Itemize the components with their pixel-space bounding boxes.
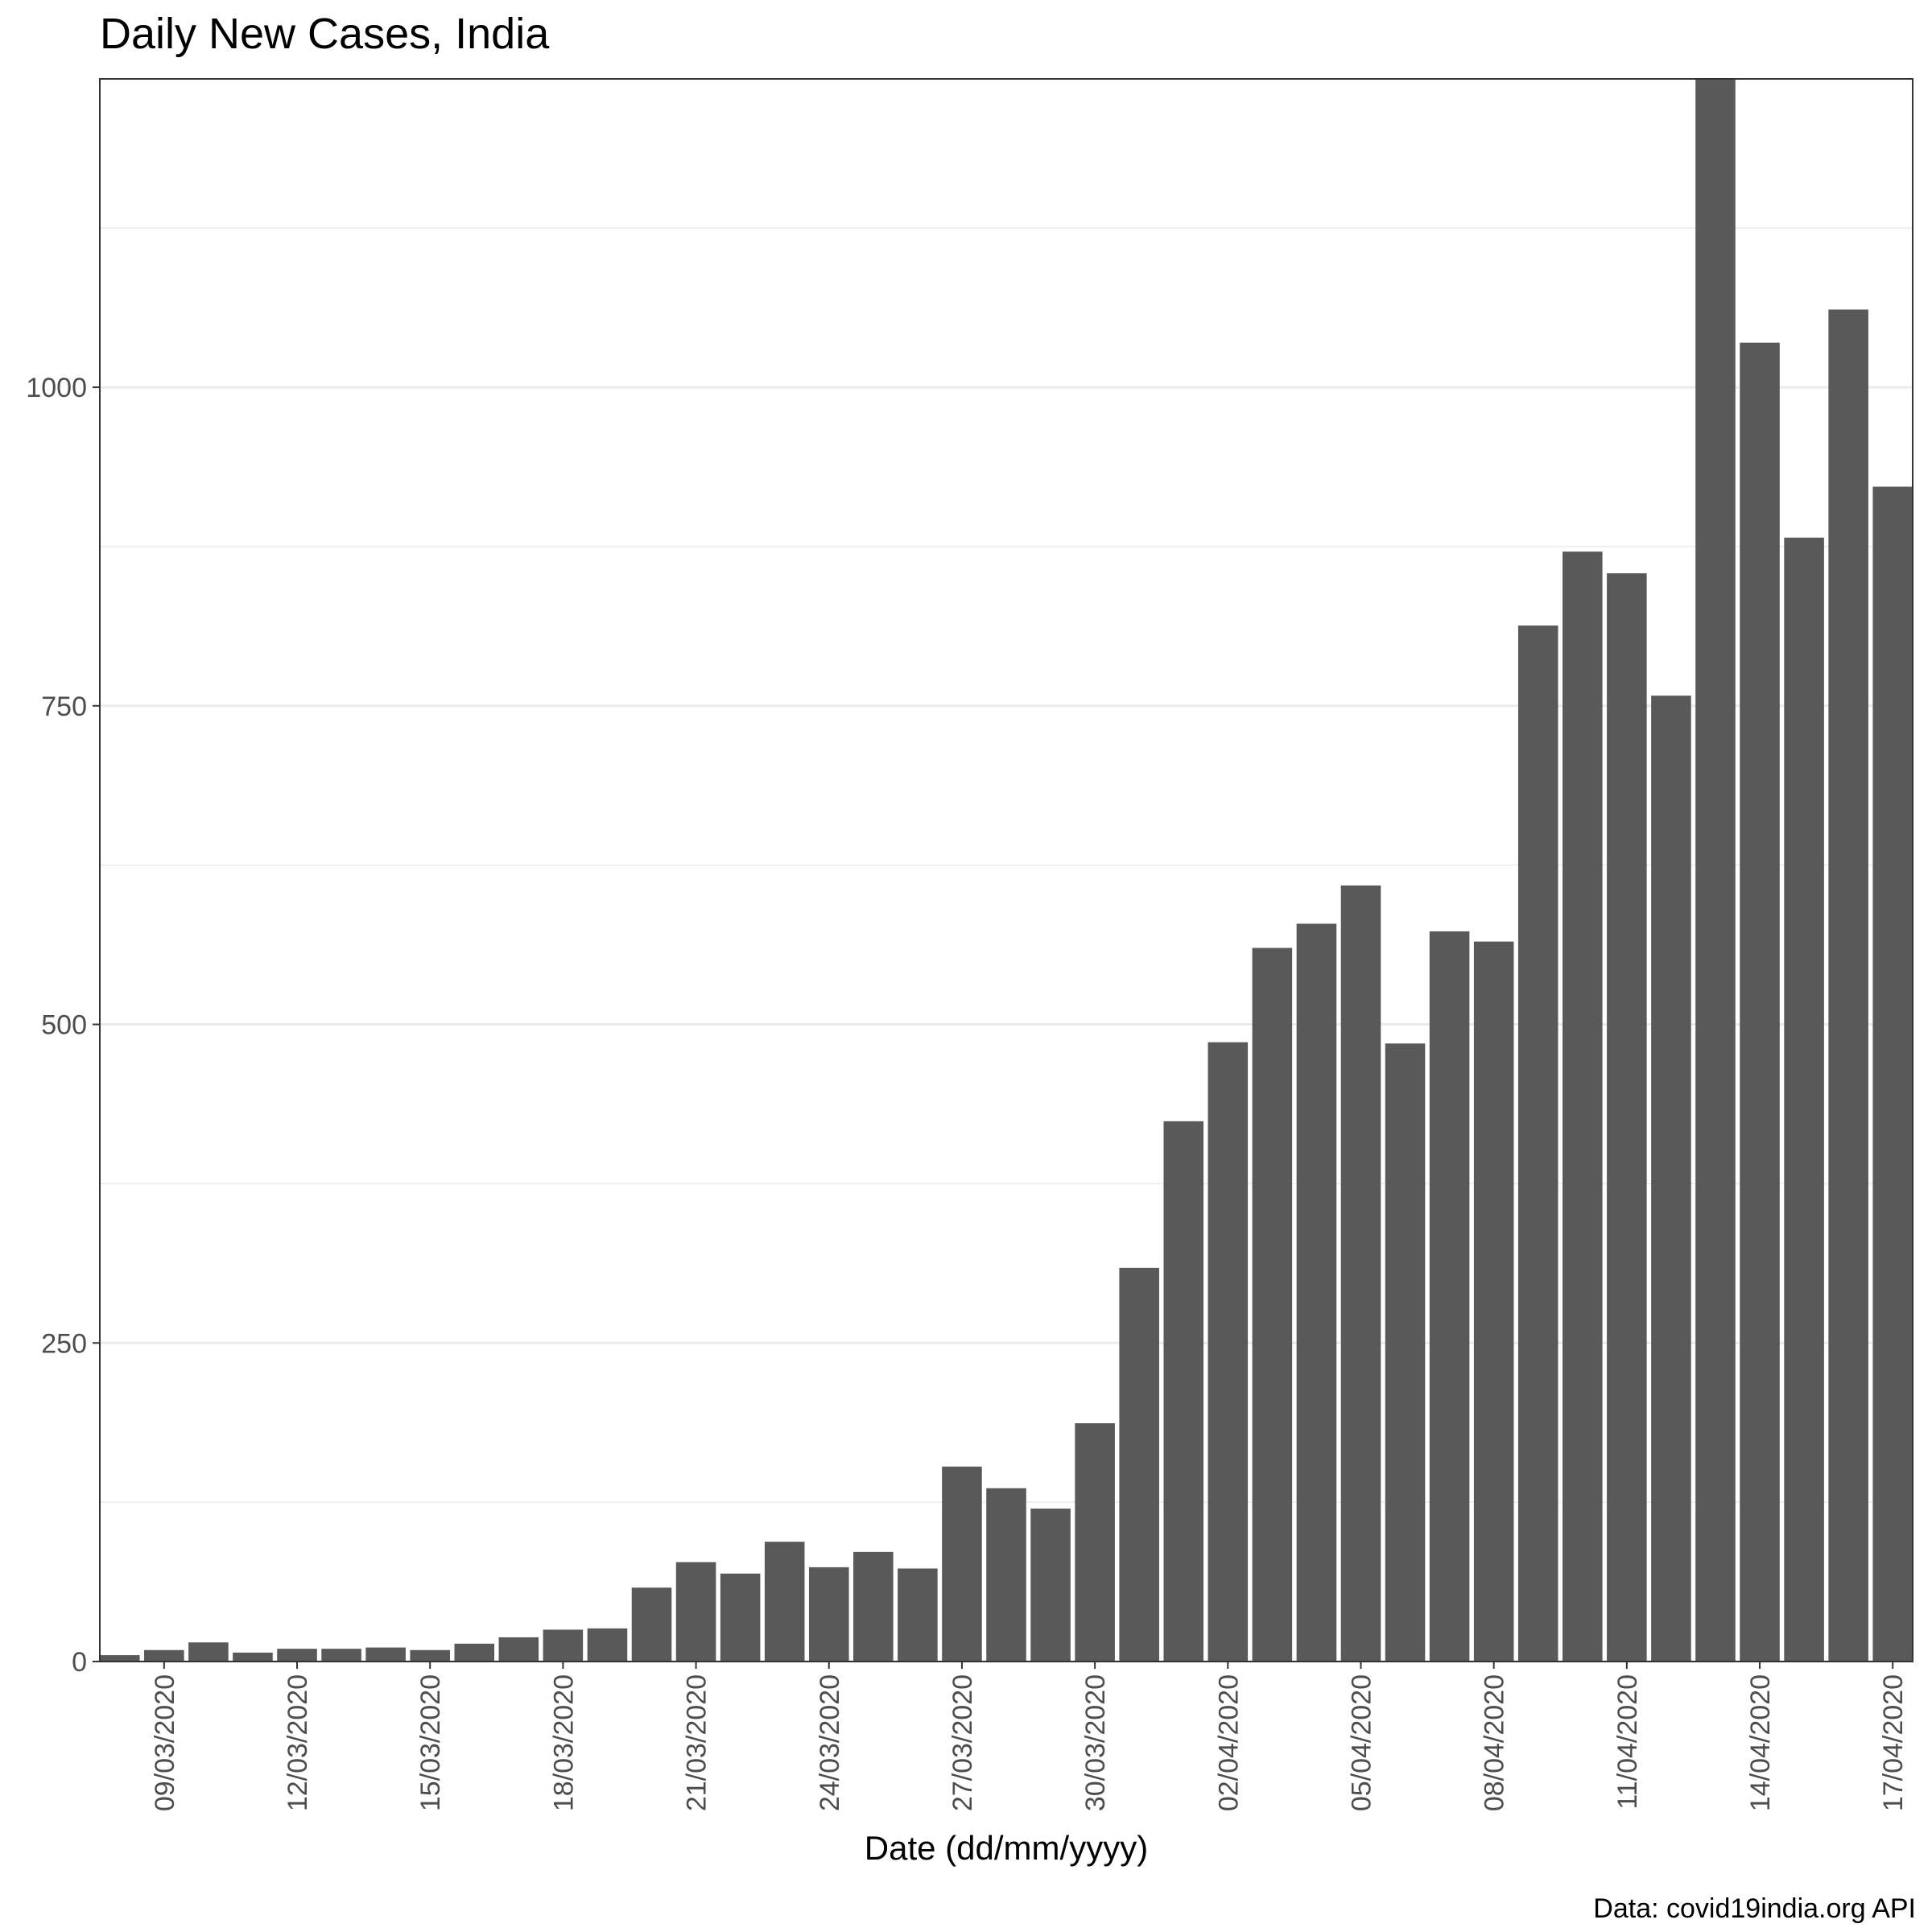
x-tick-label: 18/03/2020 [548,1674,579,1811]
x-axis-title: Date (dd/mm/yyyy) [865,1829,1148,1867]
x-tick-label: 05/04/2020 [1346,1674,1377,1811]
bar [675,1562,716,1662]
bar [1208,1042,1249,1662]
bar [853,1551,894,1662]
bar [1784,537,1824,1662]
bar [188,1642,229,1662]
bar [986,1488,1026,1662]
x-tick-label: 15/03/2020 [415,1674,446,1811]
bar [1828,309,1868,1662]
bar [898,1568,938,1662]
x-tick-label: 27/03/2020 [947,1674,978,1811]
y-tick-label: 500 [41,1010,87,1041]
bar [1429,931,1470,1662]
bar [942,1466,982,1662]
chart-title: Daily New Cases, India [100,10,550,58]
bar [100,1655,140,1662]
bars [100,79,1913,1662]
x-tick-label: 08/04/2020 [1480,1674,1510,1811]
bar [1163,1121,1204,1662]
plot-border [99,78,1913,1662]
y-axis: 0 250 500 750 1000 [26,373,100,1678]
bar [764,1542,805,1662]
y-tick-label: 250 [41,1328,87,1359]
bar [144,1649,184,1662]
bar [321,1649,361,1662]
bar [498,1637,539,1662]
bar [1651,696,1691,1662]
bar [277,1649,317,1662]
bar [1517,625,1558,1662]
x-tick-label: 17/04/2020 [1878,1674,1909,1811]
bar [1030,1509,1071,1662]
bar [808,1567,849,1662]
bar [1473,941,1514,1662]
bar [1607,573,1647,1662]
x-tick-label: 11/04/2020 [1612,1674,1643,1810]
bar [587,1628,628,1662]
bar [1119,1267,1159,1662]
y-tick-label: 0 [72,1647,87,1678]
x-tick-label: 12/03/2020 [283,1674,313,1811]
bar [720,1573,761,1662]
bar [1252,947,1293,1662]
bar [1872,486,1913,1662]
y-tick-label: 1000 [26,373,87,403]
bar [1385,1043,1426,1662]
x-tick-label: 02/04/2020 [1213,1674,1244,1811]
x-tick-label: 30/03/2020 [1080,1674,1111,1811]
x-tick-label: 14/04/2020 [1745,1674,1776,1811]
bar [1296,923,1337,1662]
bar [1563,551,1603,1662]
data-source-caption: Data: covid19india.org API [1593,1893,1916,1924]
bar [454,1643,495,1662]
bar [365,1647,406,1662]
x-axis: 09/03/2020 12/03/2020 15/03/2020 18/03/2020… [150,1662,1909,1811]
bar [543,1629,584,1662]
bar [233,1652,273,1662]
bar [1075,1422,1115,1662]
bar [410,1649,450,1662]
x-tick-label: 24/03/2020 [815,1674,845,1811]
bar [631,1587,672,1662]
x-tick-label: 21/03/2020 [682,1674,712,1811]
y-tick-label: 750 [41,691,87,722]
x-tick-label: 09/03/2020 [150,1674,180,1811]
bar [1740,342,1780,1662]
bar [1340,885,1381,1662]
bar [1695,79,1736,1662]
